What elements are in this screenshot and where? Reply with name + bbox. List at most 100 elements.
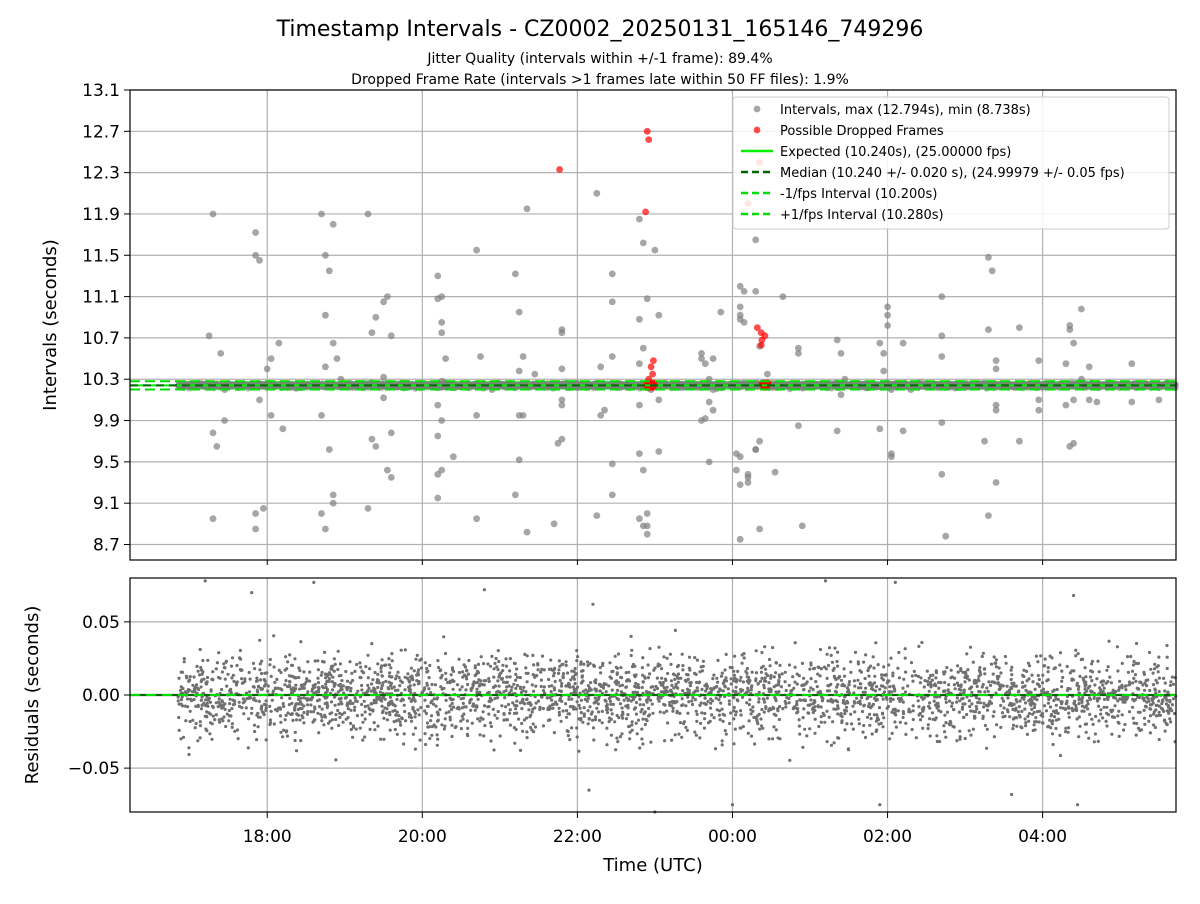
residual-point (523, 653, 526, 656)
residual-point (628, 737, 631, 740)
residual-point (404, 719, 407, 722)
interval-point (799, 523, 806, 530)
residual-point (1107, 665, 1110, 668)
residual-point (414, 712, 417, 715)
residual-point (1001, 697, 1004, 700)
residual-point (462, 702, 465, 705)
residual-point (921, 708, 924, 711)
residual-point (747, 690, 750, 693)
residual-point (1015, 685, 1018, 688)
residual-point (836, 700, 839, 703)
residual-point (745, 701, 748, 704)
residual-point (189, 675, 192, 678)
residual-point (1021, 681, 1024, 684)
residual-point (766, 697, 769, 700)
residual-point (1049, 705, 1052, 708)
residual-point (1134, 698, 1137, 701)
residual-point (449, 704, 452, 707)
residual-point (268, 705, 271, 708)
residual-point (845, 706, 848, 709)
residual-point (506, 681, 509, 684)
interval-point (745, 471, 752, 478)
interval-point (834, 428, 841, 435)
residual-point (199, 720, 202, 723)
residual-point (279, 731, 282, 734)
residual-point (333, 657, 336, 660)
residual-point (678, 712, 681, 715)
interval-point (741, 319, 748, 326)
interval-point (1070, 340, 1077, 347)
interval-point (210, 430, 217, 437)
residual-point (1169, 720, 1172, 723)
dropped-frame-point (650, 357, 657, 364)
interval-point (985, 326, 992, 333)
residual-point (1096, 699, 1099, 702)
residual-point (625, 696, 628, 699)
residual-point (784, 705, 787, 708)
interval-point (989, 267, 996, 274)
residual-point (414, 748, 417, 751)
residual-point (435, 705, 438, 708)
residual-point (380, 670, 383, 673)
residual-point (465, 705, 468, 708)
residual-point (1064, 707, 1067, 710)
residual-point (854, 651, 857, 654)
residual-point (306, 703, 309, 706)
interval-point (322, 312, 329, 319)
interval-point (795, 350, 802, 357)
residual-point (436, 744, 439, 747)
residual-point (674, 733, 677, 736)
interval-point (655, 312, 662, 319)
residual-point (605, 690, 608, 693)
residual-point (771, 737, 774, 740)
residual-point (1077, 652, 1080, 655)
residual-point (1074, 649, 1077, 652)
residual-point (1132, 717, 1135, 720)
residual-point (1166, 691, 1169, 694)
residual-point (1084, 666, 1087, 669)
residual-point (920, 641, 923, 644)
residual-point (615, 737, 618, 740)
residual-point (1067, 726, 1070, 729)
residual-point (220, 707, 223, 710)
interval-point (780, 293, 787, 300)
residual-point (348, 660, 351, 663)
residual-point (1166, 656, 1169, 659)
residual-point (302, 711, 305, 714)
residual-point (570, 726, 573, 729)
residual-point (359, 727, 362, 730)
residual-point (334, 704, 337, 707)
residual-point (1028, 690, 1031, 693)
interval-point (640, 467, 647, 474)
residual-point (282, 702, 285, 705)
residual-point (859, 702, 862, 705)
residual-point (575, 659, 578, 662)
residual-point (817, 725, 820, 728)
residual-point (1172, 683, 1175, 686)
interval-point (609, 492, 616, 499)
residual-point (426, 721, 429, 724)
residual-point (669, 653, 672, 656)
residual-point (848, 691, 851, 694)
residual-point (183, 660, 186, 663)
residual-point (1038, 720, 1041, 723)
residual-point (697, 681, 700, 684)
interval-point (609, 298, 616, 305)
residual-point (608, 661, 611, 664)
residual-point (1001, 711, 1004, 714)
residual-point (388, 671, 391, 674)
residual-point (1121, 713, 1124, 716)
residual-point (177, 699, 180, 702)
residual-point (1037, 683, 1040, 686)
residual-point (366, 684, 369, 687)
residual-point (177, 677, 180, 680)
residual-point (337, 650, 340, 653)
interval-point (636, 360, 643, 367)
residual-point (355, 728, 358, 731)
residual-point (928, 701, 931, 704)
residual-point (755, 649, 758, 652)
residual-point (1132, 677, 1135, 680)
residual-point (926, 680, 929, 683)
residual-point (559, 679, 562, 682)
residual-point (200, 699, 203, 702)
